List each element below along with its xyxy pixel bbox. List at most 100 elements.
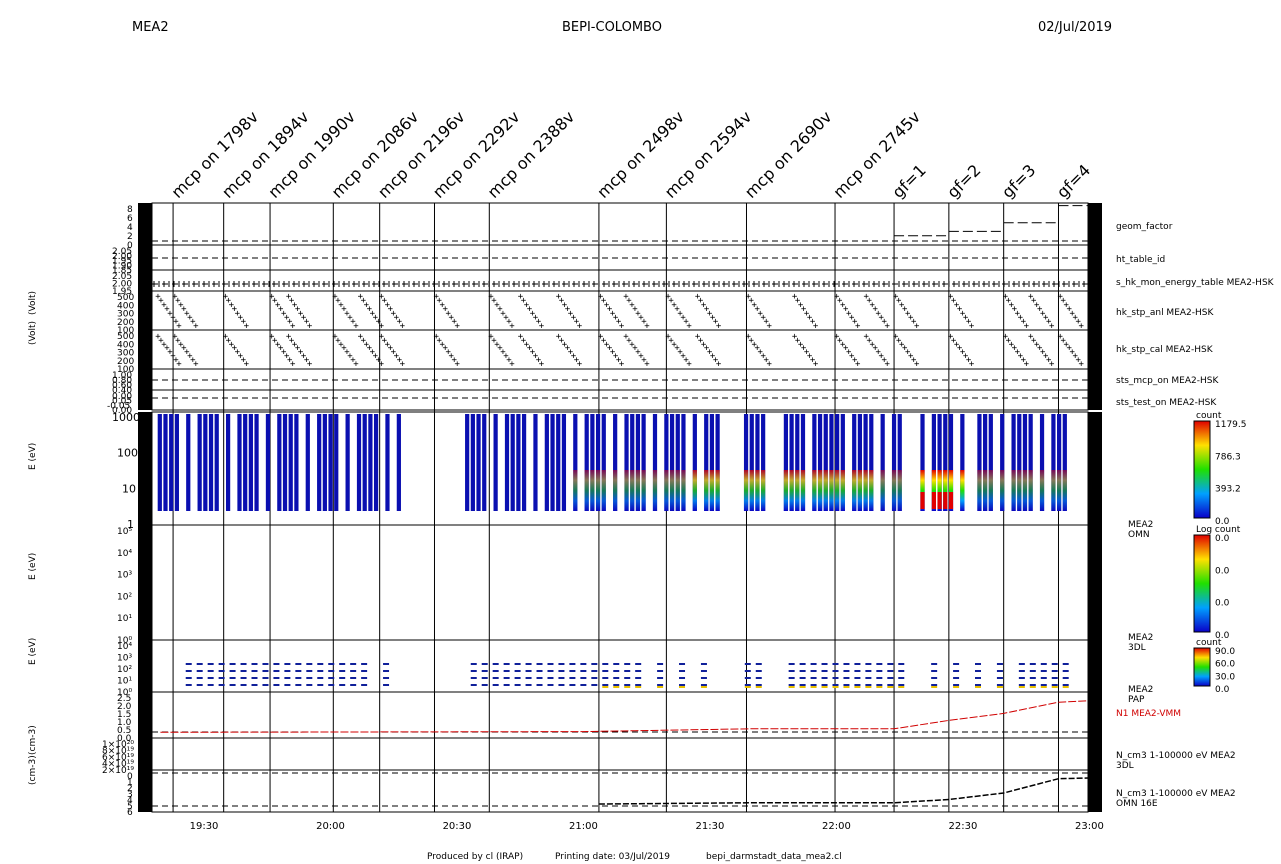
anl-marker: + [619,321,625,331]
cal-marker: + [810,355,816,365]
anl-marker: + [951,296,957,306]
spectrogram-cell [345,414,350,511]
cal-marker: + [677,348,683,358]
spectrogram-cell [208,414,214,511]
anl-marker: + [763,317,769,327]
3dl-stripe [218,670,225,672]
anl-marker: + [1075,317,1081,327]
panel-label-test_on: sts_test_on MEA2-HSK [1116,398,1217,408]
axis-tick-bar [138,692,152,738]
3dl-stripe [240,684,247,686]
cal-marker: + [870,340,876,350]
spectrogram-cell [356,414,362,511]
y-tick-label: 8×10¹⁹ [102,747,134,757]
3dl-stripe [898,684,905,686]
3dl-stripe [492,684,499,686]
cal-marker: + [539,359,545,369]
cal-marker: + [223,332,229,342]
anl-marker: + [373,313,379,323]
anl-marker: + [571,313,577,323]
anl-marker: + [335,296,341,306]
y-tick-label: 300 [117,310,134,320]
3dl-stripe [317,670,324,672]
colorbar-tick: 0.0 [1215,685,1230,695]
y-tick-label: 10 [122,482,136,495]
spectrogram-cell [288,414,293,511]
3dl-stripe [569,670,576,672]
3dl-stripe [185,663,192,665]
y-tick-label: 10² [117,592,132,602]
anl-marker: + [1003,292,1009,302]
cal-marker: + [632,344,638,354]
y-tick-label: 0 [127,241,133,251]
y-tick-label: 2.00 [112,280,132,290]
spectrogram-cell [664,414,669,511]
y-tick-label: 4 [127,796,133,806]
anl-marker: + [451,317,457,327]
y-tick-label: 500 [117,293,134,303]
3dl-stripe [635,670,642,672]
cal-marker: + [757,348,763,358]
spectrogram-cell [681,470,686,511]
3dl-stripe [251,663,258,665]
spectrogram-cell [385,414,390,511]
axis-tick-bar [1088,525,1102,640]
3dl-stripe [547,670,554,672]
anl-marker: + [184,309,190,319]
cal-marker: + [344,348,350,358]
x-tick-label: 21:30 [696,821,725,832]
axis-tick-bar [138,738,152,770]
3dl-stripe [788,670,795,672]
cal-marker: + [641,355,647,365]
cal-marker: + [745,332,751,342]
3dl-stripe [887,686,894,688]
cal-marker: + [494,340,500,350]
3dl-stripe [1062,670,1069,672]
y-tick-label: 0.00 [112,392,132,402]
cal-marker: + [698,336,704,346]
anl-marker: + [559,296,565,306]
cal-marker: + [527,344,533,354]
3dl-stripe [1040,663,1047,665]
anl-marker: + [893,292,899,302]
spectrogram-cell [470,414,475,511]
spectrogram-cell [812,414,817,511]
y-tick-label: 2 [127,784,133,794]
3dl-stripe [481,684,488,686]
3dl-stripe [700,684,707,686]
3dl-stripe [635,684,642,686]
cal-marker: + [454,359,460,369]
spectrogram-cell [977,470,982,511]
anl-marker: + [568,309,574,319]
3dl-stripe [700,663,707,665]
cal-marker: + [500,348,506,358]
spectrogram-cell [937,470,942,511]
anl-marker: + [1015,309,1021,319]
cal-marker: + [1018,352,1024,362]
anl-marker: + [238,313,244,323]
3dl-stripe [887,663,894,665]
3dl-stripe [602,670,609,672]
3dl-stripe [361,663,368,665]
annotation-label: mcp on 1798v [167,107,262,202]
spectrogram-cell [920,414,925,511]
y-axis-title: (Volt) [28,291,38,315]
3dl-stripe [492,677,499,679]
3dl-stripe [525,670,532,672]
y-tick-label: 5 [127,802,133,812]
spectrogram-cell [624,414,629,511]
cal-marker: + [275,340,281,350]
spectrogram-cell [692,470,697,511]
cal-marker: + [193,359,199,369]
3dl-stripe [1029,670,1036,672]
anl-marker: + [954,300,960,310]
spectrogram-cell [254,414,259,511]
3dl-stripe [996,677,1003,679]
cal-marker: + [867,336,873,346]
anl-marker: + [948,292,954,302]
x-tick-label: 22:00 [822,821,851,832]
cal-marker: + [353,359,359,369]
anl-marker: + [454,321,460,331]
y-tick-label: 8 [127,205,133,215]
3dl-stripe [679,686,686,688]
